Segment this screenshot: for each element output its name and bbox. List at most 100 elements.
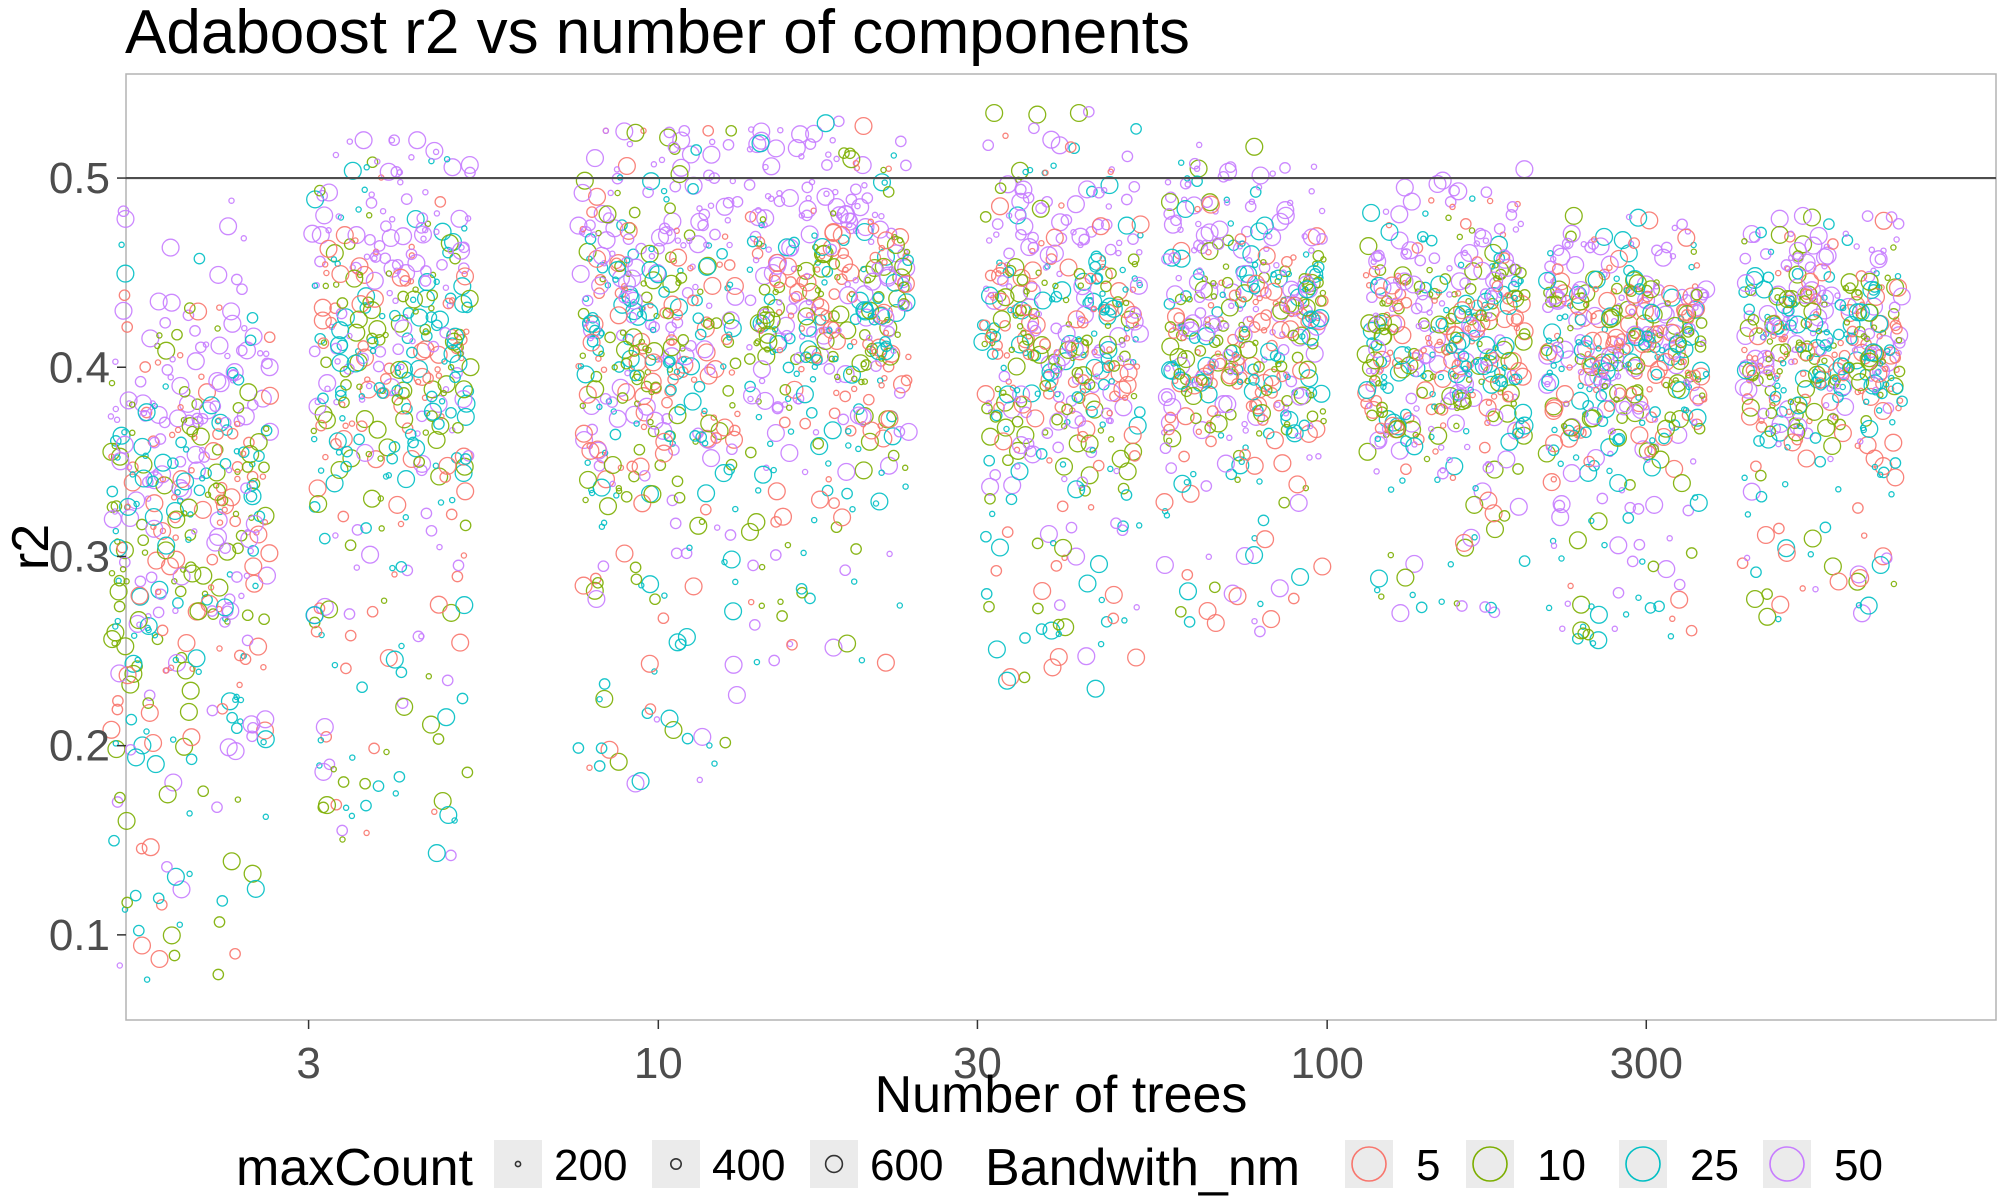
- data-point: [233, 448, 241, 455]
- data-point: [1653, 284, 1665, 296]
- data-point: [598, 330, 605, 337]
- data-point: [129, 889, 142, 902]
- data-point: [1479, 601, 1491, 613]
- data-point: [686, 544, 693, 552]
- data-point: [855, 222, 874, 242]
- data-point: [111, 640, 118, 647]
- data-point: [683, 229, 696, 242]
- data-point: [142, 697, 155, 709]
- data-point: [1835, 486, 1842, 493]
- data-point: [716, 247, 728, 260]
- data-point: [148, 436, 161, 449]
- data-point: [1739, 380, 1758, 399]
- data-point: [460, 552, 468, 559]
- data-point: [1614, 343, 1621, 351]
- data-point: [1589, 605, 1608, 624]
- data-point: [441, 358, 448, 365]
- data-point: [676, 347, 695, 366]
- data-point: [237, 446, 250, 459]
- data-point: [1687, 317, 1694, 324]
- data-point: [373, 240, 386, 252]
- data-point: [1613, 275, 1620, 282]
- data-point: [207, 463, 226, 482]
- data-point: [434, 196, 447, 208]
- data-point: [1067, 480, 1086, 499]
- data-point: [1540, 344, 1553, 357]
- data-point: [1445, 457, 1464, 476]
- data-point: [1428, 433, 1435, 441]
- data-point: [1545, 286, 1564, 305]
- data-point: [191, 412, 204, 425]
- data-point: [1692, 394, 1704, 407]
- data-point: [102, 720, 121, 739]
- data-point: [1071, 391, 1084, 403]
- data-point: [850, 338, 858, 346]
- data-point: [1638, 419, 1646, 427]
- data-point: [1598, 291, 1617, 310]
- data-point: [1252, 339, 1259, 347]
- data-point: [1117, 216, 1136, 235]
- y-tick-label: 0.5: [49, 154, 110, 203]
- data-point: [208, 527, 228, 547]
- data-point: [1606, 467, 1613, 475]
- data-point: [1244, 377, 1251, 385]
- data-point: [1052, 618, 1065, 631]
- data-point: [114, 538, 121, 545]
- data-point: [1848, 362, 1867, 381]
- data-point: [1028, 307, 1040, 320]
- data-point: [829, 137, 836, 144]
- color-legend-title: Bandwith_nm: [985, 1139, 1300, 1197]
- data-point: [832, 226, 851, 245]
- data-point: [693, 380, 706, 393]
- data-point: [731, 195, 744, 208]
- data-point: [1007, 306, 1014, 314]
- data-point: [407, 254, 426, 273]
- data-point: [777, 126, 784, 134]
- data-point: [640, 380, 653, 393]
- data-point: [1765, 355, 1772, 363]
- data-point: [1222, 263, 1230, 270]
- data-point: [785, 244, 798, 257]
- data-point: [1059, 461, 1067, 468]
- data-point: [1890, 580, 1898, 588]
- data-point: [1236, 305, 1244, 312]
- data-point: [1056, 270, 1063, 278]
- data-point: [698, 208, 711, 221]
- data-point: [139, 361, 152, 373]
- data-point: [133, 500, 140, 508]
- data-point: [592, 576, 604, 589]
- data-point: [1678, 305, 1697, 324]
- data-point: [1015, 217, 1034, 236]
- data-point: [395, 410, 414, 429]
- data-point: [1833, 378, 1852, 397]
- data-point: [232, 542, 244, 555]
- data-point: [1774, 294, 1781, 301]
- data-point: [1370, 250, 1383, 263]
- data-point: [1880, 552, 1893, 565]
- data-point: [788, 236, 800, 249]
- data-point: [1163, 215, 1182, 234]
- data-point: [746, 146, 754, 153]
- data-point: [780, 443, 799, 463]
- data-point: [1436, 338, 1443, 346]
- data-point: [1456, 600, 1468, 612]
- data-point: [116, 264, 135, 283]
- data-point: [380, 220, 392, 233]
- data-point: [112, 405, 120, 413]
- data-point: [339, 415, 346, 422]
- data-point: [114, 791, 126, 804]
- data-point: [1461, 249, 1469, 257]
- data-point: [1545, 444, 1553, 451]
- data-point: [1538, 271, 1557, 290]
- data-point: [1518, 417, 1525, 425]
- data-point: [1684, 369, 1692, 377]
- data-point: [247, 545, 260, 557]
- data-point: [1292, 326, 1311, 345]
- data-point: [1257, 246, 1276, 265]
- data-point: [1115, 249, 1122, 257]
- data-point: [395, 697, 414, 716]
- data-point: [1016, 273, 1029, 286]
- data-point: [377, 455, 384, 462]
- data-point: [746, 235, 759, 248]
- data-point: [262, 425, 270, 432]
